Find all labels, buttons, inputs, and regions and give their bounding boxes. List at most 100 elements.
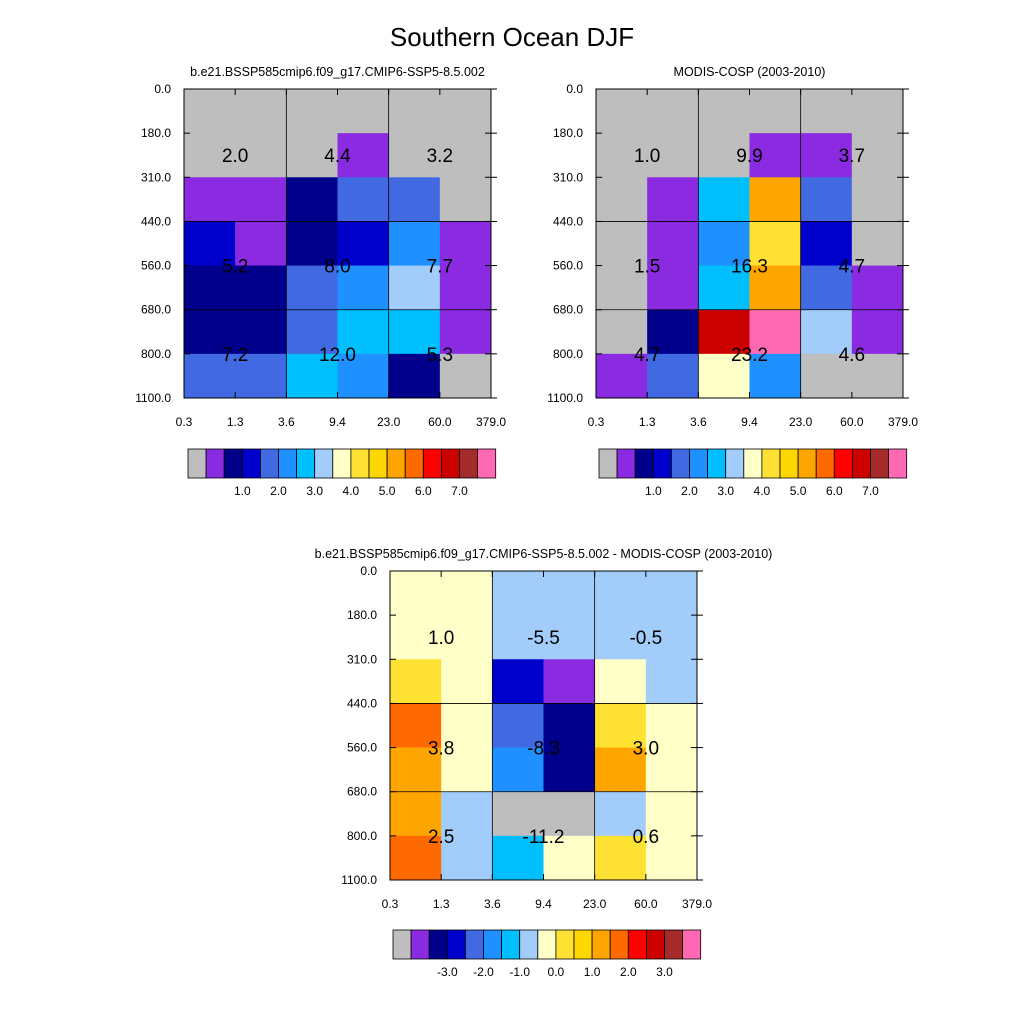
colorbar-box	[646, 929, 665, 960]
heatmap-cell	[235, 221, 287, 266]
colorbar-box	[459, 448, 479, 479]
box-total-label: 0.6	[633, 827, 659, 848]
box-total-label: -0.5	[629, 628, 662, 649]
colorbar-box	[609, 929, 629, 960]
colorbar-box	[537, 929, 557, 960]
colorbar: -3.0 -2.0 -1.0 0.0 1.0 2.0 3.0	[392, 929, 702, 979]
heatmap-cell	[439, 133, 492, 178]
heatmap-cell	[439, 89, 492, 134]
panel-title: b.e21.BSSP585cmip6.f09_g17.CMIP6-SSP5-8.…	[190, 65, 485, 79]
box-total-label: 1.0	[428, 628, 454, 649]
box-total-label: 3.7	[839, 146, 865, 167]
heatmap-cell	[441, 659, 493, 704]
colorbar-label: 7.0	[862, 484, 879, 498]
heatmap-cell	[698, 265, 750, 311]
colorbar-label: 3.0	[656, 965, 673, 979]
heatmap-cell	[184, 265, 236, 311]
y-tick-label: 560.0	[347, 741, 377, 755]
colorbar-box	[555, 929, 575, 960]
x-tick-label: 60.0	[634, 897, 658, 911]
heatmap-cell	[698, 309, 750, 355]
heatmap-cell	[645, 615, 698, 660]
x-tick-label: 1.3	[227, 415, 244, 429]
heatmap-cell	[596, 133, 648, 178]
heatmap-cell	[492, 747, 544, 793]
box-total-label: 1.0	[634, 146, 660, 167]
x-tick-label: 60.0	[840, 415, 864, 429]
box-total-label: 2.5	[428, 827, 454, 848]
y-tick-label: 800.0	[141, 347, 171, 361]
heatmap-cell	[390, 835, 442, 881]
heatmap-cell	[596, 265, 648, 311]
heatmap-cell	[390, 659, 442, 704]
heatmap-cell	[596, 353, 648, 399]
colorbar-box	[761, 448, 781, 479]
heatmap-cell	[594, 835, 647, 881]
x-tick-label: 379.0	[888, 415, 918, 429]
x-tick-label: 3.6	[690, 415, 707, 429]
box-total-label: 4.6	[839, 345, 865, 366]
colorbar-box	[205, 448, 225, 479]
heatmap-cell	[594, 615, 647, 660]
box-total-label: 3.8	[428, 739, 454, 760]
colorbar-label: 5.0	[379, 484, 396, 498]
heatmap-cell	[543, 791, 596, 837]
heatmap-cell	[800, 133, 853, 178]
x-tick-label: 3.6	[278, 415, 295, 429]
heatmap-cell	[390, 615, 442, 660]
colorbar-box	[223, 448, 243, 479]
colorbar-box	[634, 448, 654, 479]
heatmap-cell	[594, 571, 647, 616]
heatmap-cell	[337, 133, 390, 178]
heatmap-cell	[543, 747, 596, 793]
colorbar-label: 2.0	[620, 965, 637, 979]
heatmap-cell	[596, 177, 648, 222]
heatmap-cell	[390, 747, 442, 793]
heatmap-cell	[645, 835, 698, 881]
colorbar-label: 3.0	[717, 484, 734, 498]
heatmap-cell	[645, 571, 698, 616]
colorbar-label: 1.0	[584, 965, 601, 979]
heatmap-cell	[388, 221, 441, 266]
heatmap-cell	[390, 791, 442, 837]
heatmap-cell	[800, 221, 853, 266]
heatmap-cell	[749, 265, 802, 311]
box-total-label: -5.5	[527, 628, 560, 649]
y-tick-label: 1100.0	[547, 391, 583, 405]
heatmap-cell	[235, 177, 287, 222]
y-tick-label: 560.0	[553, 259, 583, 273]
heatmap-cell	[388, 133, 441, 178]
heatmap-cell	[851, 265, 904, 311]
heatmap-cell	[286, 353, 338, 399]
colorbar-box	[707, 448, 727, 479]
colorbar-box	[573, 929, 593, 960]
box-total-label: 8.0	[324, 257, 350, 278]
heatmap-cell	[235, 89, 287, 134]
heatmap-cell	[596, 89, 648, 134]
heatmap-cell	[441, 571, 493, 616]
colorbar-label: 4.0	[754, 484, 771, 498]
box-total-label: -11.2	[523, 827, 565, 848]
colorbar-label: 6.0	[415, 484, 432, 498]
heatmap-cell	[184, 353, 236, 399]
y-tick-label: 680.0	[141, 303, 171, 317]
heatmap-cell	[645, 791, 698, 837]
box-total-label: 16.3	[731, 257, 768, 278]
colorbar-label: 3.0	[306, 484, 323, 498]
figure-title: Southern Ocean DJF	[390, 22, 634, 52]
colorbar-box	[428, 929, 448, 960]
heatmap-cell	[441, 747, 493, 793]
colorbar-box	[852, 448, 871, 479]
y-tick-label: 310.0	[347, 652, 377, 666]
heatmap-cell	[596, 221, 648, 266]
x-tick-label: 0.3	[382, 897, 399, 911]
heatmap-cell	[441, 791, 493, 837]
box-total-label: 5.3	[427, 345, 453, 366]
heatmap-cell	[647, 309, 699, 355]
y-tick-label: 180.0	[553, 126, 583, 140]
heatmap-cell	[647, 353, 699, 399]
heatmap-cell	[647, 89, 699, 134]
box-total-label: 3.0	[633, 739, 659, 760]
x-tick-label: 1.3	[433, 897, 450, 911]
colorbar-box	[725, 448, 745, 479]
